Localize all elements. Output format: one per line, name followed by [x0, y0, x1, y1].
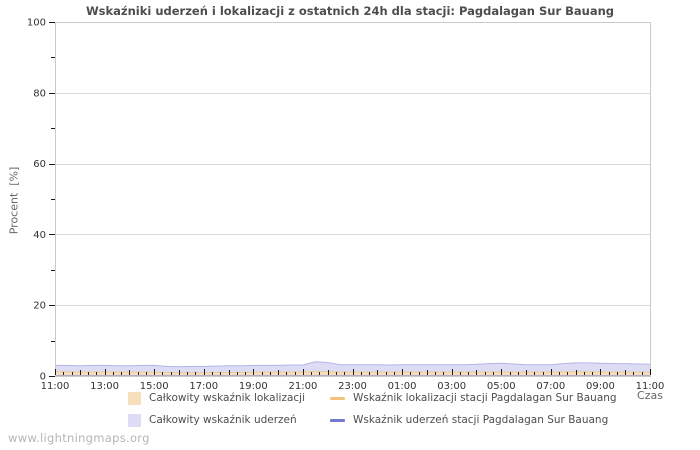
x-axis-title: Czas — [637, 389, 663, 402]
x-tick-label: 23:00 — [338, 381, 367, 392]
legend-label: Wskaźnik uderzeń stacji Pagdalagan Sur B… — [353, 414, 609, 426]
x-tick-label: 13:00 — [90, 381, 119, 392]
x-tick-label: 19:00 — [239, 381, 268, 392]
legend-swatch-total-strike — [128, 413, 141, 427]
legend-item-station-location: Wskaźnik lokalizacji stacji Pagdalagan S… — [330, 391, 617, 405]
x-tick-label: 15:00 — [140, 381, 169, 392]
y-tick-label: 0 — [40, 372, 46, 383]
legend-swatch-station-strike — [330, 418, 345, 422]
y-tick-label: 20 — [33, 301, 46, 312]
y-tick-label: 40 — [33, 230, 46, 241]
area-series-edge — [55, 361, 651, 368]
legend-swatch-station-location — [330, 396, 345, 400]
x-tick-label: 21:00 — [289, 381, 318, 392]
chart-title: Wskaźniki uderzeń i lokalizacji z ostatn… — [85, 4, 615, 18]
watermark-url: www.lightningmaps.org — [8, 431, 150, 445]
x-tick-label: 03:00 — [437, 381, 466, 392]
legend-item-total-location: Całkowity wskaźnik lokalizacji — [128, 391, 305, 405]
x-tick-label: 09:00 — [586, 381, 615, 392]
legend-item-total-strike: Całkowity wskaźnik uderzeń — [128, 413, 297, 427]
x-tick-label: 07:00 — [536, 381, 565, 392]
legend-item-station-strike: Wskaźnik uderzeń stacji Pagdalagan Sur B… — [330, 413, 608, 427]
legend-swatch-total-location — [128, 391, 141, 405]
x-tick-label: 05:00 — [487, 381, 516, 392]
legend-label: Całkowity wskaźnik lokalizacji — [149, 392, 306, 404]
y-tick-label: 60 — [33, 159, 46, 170]
plot-border — [55, 22, 651, 377]
x-tick-label: 11:00 — [636, 381, 665, 392]
x-tick-label: 17:00 — [189, 381, 218, 392]
y-tick-label: 100 — [27, 18, 46, 29]
x-tick-label: 11:00 — [41, 381, 70, 392]
legend-label: Całkowity wskaźnik uderzeń — [149, 414, 297, 426]
y-tick-label: 80 — [33, 88, 46, 99]
legend-label: Wskaźnik lokalizacji stacji Pagdalagan S… — [353, 392, 617, 404]
x-tick-label: 01:00 — [388, 381, 417, 392]
y-axis-title: Procent [%] — [7, 166, 21, 235]
